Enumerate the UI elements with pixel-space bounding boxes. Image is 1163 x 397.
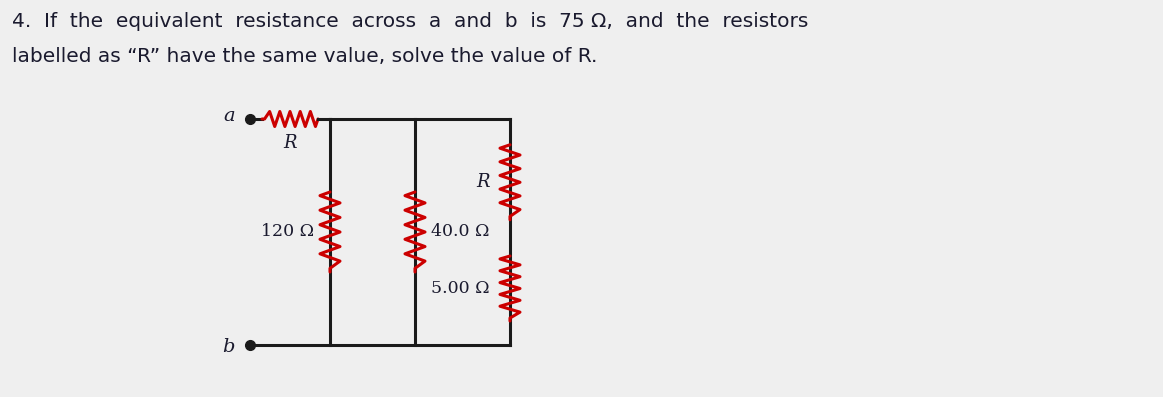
Text: 4.  If  the  equivalent  resistance  across  a  and  b  is  75 Ω,  and  the  res: 4. If the equivalent resistance across a…	[12, 12, 808, 31]
Text: R: R	[477, 173, 490, 191]
Text: labelled as “R” have the same value, solve the value of R.: labelled as “R” have the same value, sol…	[12, 47, 598, 66]
Text: b: b	[222, 338, 235, 356]
Text: 120 Ω: 120 Ω	[261, 224, 314, 241]
Text: 40.0 Ω: 40.0 Ω	[431, 224, 490, 241]
Text: 5.00 Ω: 5.00 Ω	[431, 280, 490, 297]
Text: a: a	[223, 107, 235, 125]
Text: R: R	[284, 134, 297, 152]
